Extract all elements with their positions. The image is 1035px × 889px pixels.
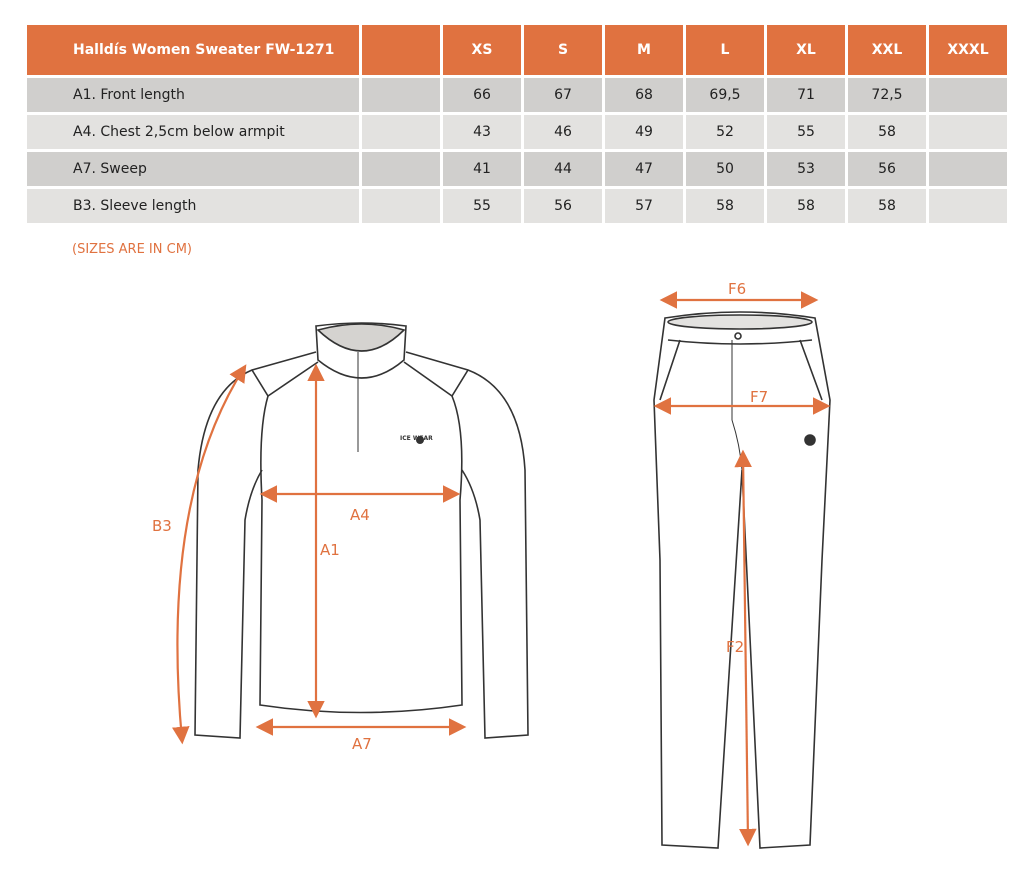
size-header: XS xyxy=(443,25,521,75)
cell: 69,5 xyxy=(686,78,764,112)
row-label: B3. Sleeve length xyxy=(27,189,359,223)
a4-label: A4 xyxy=(350,506,370,524)
f6-label: F6 xyxy=(728,280,746,298)
cell: 55 xyxy=(443,189,521,223)
cell: 58 xyxy=(767,189,845,223)
f2-arrow xyxy=(734,449,757,847)
f7-label: F7 xyxy=(750,388,768,406)
size-header: L xyxy=(686,25,764,75)
cell: 46 xyxy=(524,115,602,149)
header-row: Halldís Women Sweater FW-1271 XS S M L X… xyxy=(27,25,1007,75)
cell: 52 xyxy=(686,115,764,149)
table-row: A4. Chest 2,5cm below armpit 43 46 49 52 55 5… xyxy=(27,115,1007,149)
cell: 57 xyxy=(605,189,683,223)
size-header: M xyxy=(605,25,683,75)
cell: 53 xyxy=(767,152,845,186)
cell: 66 xyxy=(443,78,521,112)
size-header: XL xyxy=(767,25,845,75)
units-note: (SIZES ARE IN CM) xyxy=(72,242,192,257)
b3-arrow xyxy=(172,364,247,745)
row-label: A4. Chest 2,5cm below armpit xyxy=(27,115,359,149)
cell: 58 xyxy=(848,189,926,223)
cell: 58 xyxy=(848,115,926,149)
cell: 50 xyxy=(686,152,764,186)
b3-label: B3 xyxy=(152,517,172,535)
cell xyxy=(929,78,1007,112)
ice-wear-logo: ICE WEAR xyxy=(400,435,433,444)
cell xyxy=(929,115,1007,149)
a7-label: A7 xyxy=(352,735,372,753)
cell: 68 xyxy=(605,78,683,112)
product-title: Halldís Women Sweater FW-1271 xyxy=(27,25,359,75)
cell: 55 xyxy=(767,115,845,149)
row-label: A1. Front length xyxy=(27,78,359,112)
cell: 58 xyxy=(686,189,764,223)
cell xyxy=(929,152,1007,186)
table-row: A7. Sweep 41 44 47 50 53 56 xyxy=(27,152,1007,186)
size-header: S xyxy=(524,25,602,75)
cell: 67 xyxy=(524,78,602,112)
cell: 56 xyxy=(848,152,926,186)
cell: 44 xyxy=(524,152,602,186)
cell: 41 xyxy=(443,152,521,186)
pants-drawing xyxy=(653,311,831,849)
a1-label: A1 xyxy=(320,541,340,559)
size-header: XXL xyxy=(848,25,926,75)
cell: 47 xyxy=(605,152,683,186)
table-row: B3. Sleeve length 55 56 57 58 58 58 xyxy=(27,189,1007,223)
row-label: A7. Sweep xyxy=(27,152,359,186)
cell: 49 xyxy=(605,115,683,149)
size-chart-table: Halldís Women Sweater FW-1271 XS S M L X… xyxy=(24,22,1010,226)
f2-label: F2 xyxy=(726,638,744,656)
cell: 71 xyxy=(767,78,845,112)
table-row: A1. Front length 66 67 68 69,5 71 72,5 xyxy=(27,78,1007,112)
cell: 72,5 xyxy=(848,78,926,112)
size-header: XXXL xyxy=(929,25,1007,75)
cell: 56 xyxy=(524,189,602,223)
cell: 43 xyxy=(443,115,521,149)
cell xyxy=(929,189,1007,223)
sweater-drawing xyxy=(194,322,529,739)
